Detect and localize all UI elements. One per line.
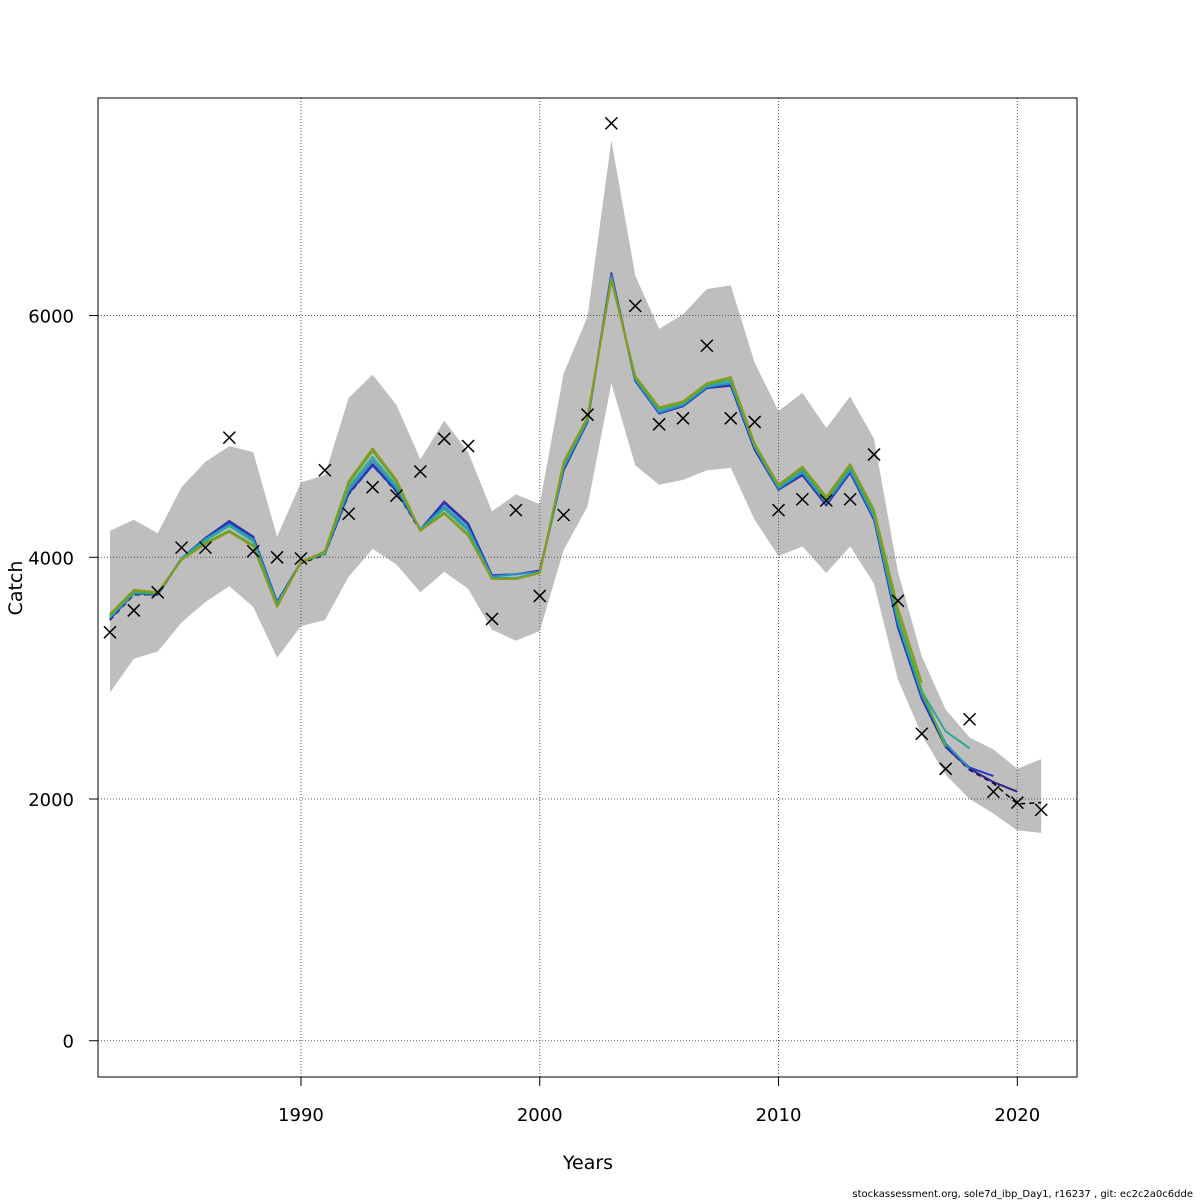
observed-point [246,544,260,558]
y-tick-label: 0 [63,1032,74,1053]
confidence-band [109,140,1042,833]
observed-point [222,431,236,445]
x-axis-title: Years [562,1152,613,1174]
observed-point [915,727,929,741]
observed-point [939,762,953,776]
observed-point [819,493,833,508]
observed-point [604,116,618,130]
observed-point [103,625,117,639]
observed-point [963,712,977,726]
observed-point [1034,803,1048,817]
observed-point [294,551,308,566]
observed-point [389,489,404,503]
observed-point [628,299,642,313]
observed-point [413,464,427,479]
observed-point [318,463,332,477]
observed-point [748,415,762,429]
observed-point [533,589,547,603]
x-tick-label: 2010 [756,1105,802,1126]
y-axis-title: Catch [5,561,27,616]
observed-point [700,339,714,353]
plot-frame [97,97,1078,1078]
observed-point [1010,796,1024,810]
observed-point [724,411,738,425]
observed-point [127,603,141,617]
observed-point [795,492,809,506]
observed-point [986,785,1000,799]
grid [98,98,1077,1077]
x-tick-label: 2020 [994,1105,1040,1126]
series-line [109,279,923,684]
y-tick-label: 6000 [28,307,74,328]
observed-point [580,408,595,422]
observed-point [270,550,284,564]
observed-point [461,439,475,453]
observed-point [342,507,356,521]
observed-point [151,585,165,599]
observed-point [867,448,881,462]
x-axis: 1990 2000 2010 2020 [278,1077,1040,1126]
observed-point [175,541,189,555]
observed-point [652,417,666,431]
observed-point [485,612,499,626]
x-tick-label: 1990 [278,1105,324,1126]
observed-point [366,480,380,494]
x-tick-label: 2000 [517,1105,563,1126]
observed-point [509,503,523,517]
footer-credit: stockassessment.org, sole7d_ibp_Day1, r1… [852,1189,1193,1200]
observed-point [198,541,212,555]
observed-point [557,508,571,522]
observed-point [437,432,451,446]
model-series [109,272,1042,805]
observed-point [891,594,905,608]
observed-point [676,411,690,425]
observed-point [771,503,786,517]
observed-points [103,116,1048,817]
observed-point [843,492,857,506]
confidence-band-area [109,140,1042,833]
y-tick-label: 4000 [28,548,74,569]
y-axis: 0 2000 4000 6000 [28,307,98,1053]
y-tick-label: 2000 [28,790,74,811]
